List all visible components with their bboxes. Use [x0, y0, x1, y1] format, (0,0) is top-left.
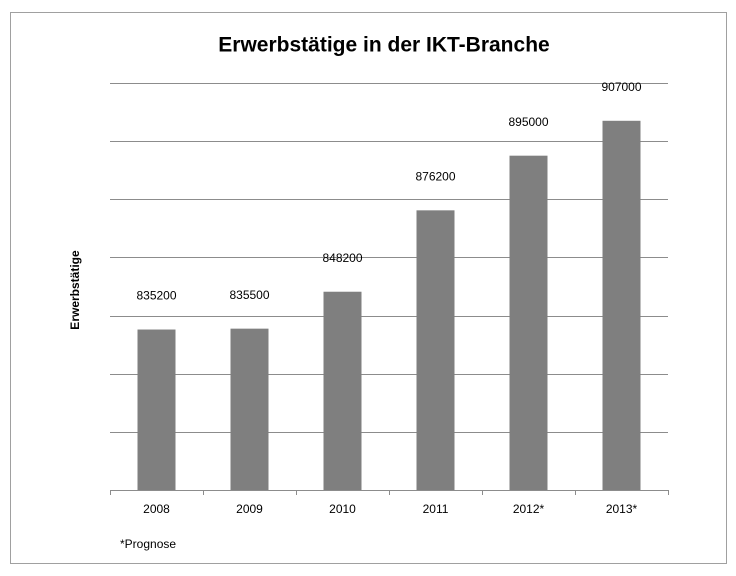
data-label: 835500 — [229, 288, 269, 302]
x-tick-label: 2009 — [236, 502, 263, 516]
x-tick-label: 2013* — [606, 502, 638, 516]
chart-title: Erwerbstätige in der IKT-Branche — [218, 34, 549, 57]
y-axis-label: Erwerbstätige — [68, 250, 82, 330]
bar — [602, 120, 641, 491]
bar — [509, 155, 548, 490]
bar — [323, 291, 362, 490]
bar — [416, 210, 455, 490]
bar — [137, 329, 176, 490]
x-tick-label: 2011 — [423, 502, 449, 516]
data-label: 835200 — [136, 289, 176, 303]
bar — [230, 328, 269, 490]
data-label: 848200 — [322, 251, 362, 265]
x-tick-label: 2010 — [329, 502, 356, 516]
data-label: 907000 — [601, 80, 641, 94]
x-tick-label: 2008 — [143, 502, 170, 516]
note: *Prognose — [120, 537, 176, 551]
data-label: 876200 — [415, 170, 455, 184]
x-tick-label: 2012* — [513, 502, 545, 516]
data-label: 895000 — [508, 115, 548, 129]
